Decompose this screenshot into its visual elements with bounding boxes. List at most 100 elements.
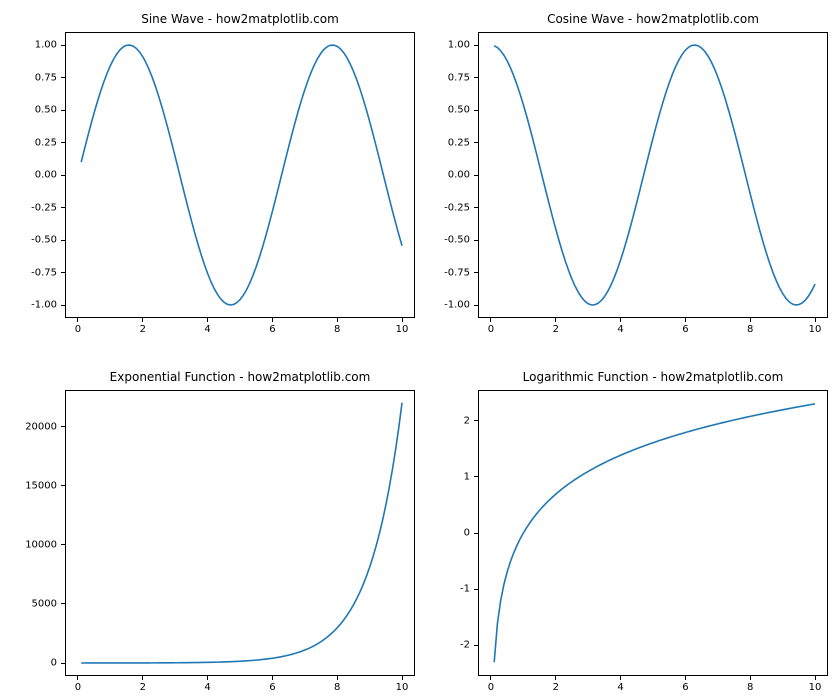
x-tick-label: 8: [747, 324, 753, 335]
x-tick-mark: [142, 318, 143, 322]
x-tick-mark: [207, 318, 208, 322]
x-tick-label: 4: [617, 324, 623, 335]
x-tick-mark: [815, 318, 816, 322]
plot-svg: [65, 390, 415, 676]
y-tick-label: 0.75: [420, 72, 470, 83]
x-tick-mark: [620, 676, 621, 680]
x-tick-label: 8: [747, 682, 753, 693]
x-tick-mark: [272, 318, 273, 322]
x-tick-mark: [490, 676, 491, 680]
y-tick-mark: [61, 544, 65, 545]
y-tick-mark: [61, 305, 65, 306]
y-tick-label: -0.50: [420, 235, 470, 246]
x-tick-label: 6: [682, 682, 688, 693]
subplot-exp: Exponential Function - how2matplotlib.co…: [65, 390, 415, 676]
x-tick-mark: [337, 318, 338, 322]
x-tick-mark: [750, 676, 751, 680]
data-line: [494, 45, 815, 305]
y-tick-label: -0.25: [420, 202, 470, 213]
x-tick-mark: [142, 676, 143, 680]
y-tick-label: 1.00: [7, 40, 57, 51]
y-tick-label: 0.25: [7, 137, 57, 148]
y-tick-mark: [61, 240, 65, 241]
y-tick-label: -0.50: [7, 235, 57, 246]
data-line: [494, 404, 815, 662]
x-tick-label: 0: [488, 324, 494, 335]
y-tick-mark: [61, 603, 65, 604]
y-tick-mark: [474, 240, 478, 241]
y-tick-label: 2: [420, 415, 470, 426]
y-tick-mark: [474, 645, 478, 646]
y-tick-mark: [474, 142, 478, 143]
subplot-sine: Sine Wave - how2matplotlib.com0246810-1.…: [65, 32, 415, 318]
x-tick-mark: [815, 676, 816, 680]
y-tick-label: 20000: [7, 421, 57, 432]
y-tick-label: 0: [420, 528, 470, 539]
y-tick-label: -0.75: [420, 267, 470, 278]
x-tick-label: 10: [809, 682, 822, 693]
x-tick-mark: [685, 318, 686, 322]
x-tick-mark: [402, 318, 403, 322]
subplot-title: Logarithmic Function - how2matplotlib.co…: [478, 370, 828, 384]
x-tick-label: 2: [553, 682, 559, 693]
x-tick-label: 4: [204, 324, 210, 335]
y-tick-label: 1.00: [420, 40, 470, 51]
y-tick-mark: [474, 305, 478, 306]
y-tick-label: -2: [420, 640, 470, 651]
y-tick-mark: [61, 426, 65, 427]
y-tick-mark: [61, 175, 65, 176]
y-tick-mark: [61, 142, 65, 143]
data-line: [81, 45, 402, 305]
x-tick-mark: [77, 676, 78, 680]
x-tick-label: 0: [75, 324, 81, 335]
y-tick-mark: [474, 476, 478, 477]
y-tick-mark: [474, 77, 478, 78]
y-tick-label: -1: [420, 584, 470, 595]
x-tick-label: 8: [334, 682, 340, 693]
y-tick-label: -0.75: [7, 267, 57, 278]
x-tick-mark: [77, 318, 78, 322]
y-tick-mark: [61, 272, 65, 273]
x-tick-mark: [402, 676, 403, 680]
x-tick-label: 6: [269, 324, 275, 335]
y-tick-mark: [61, 77, 65, 78]
subplot-title: Exponential Function - how2matplotlib.co…: [65, 370, 415, 384]
x-tick-label: 8: [334, 324, 340, 335]
y-tick-mark: [474, 175, 478, 176]
x-tick-label: 4: [617, 682, 623, 693]
y-tick-label: 5000: [7, 598, 57, 609]
y-tick-label: 1: [420, 471, 470, 482]
y-tick-label: 0.00: [7, 170, 57, 181]
x-tick-label: 2: [553, 324, 559, 335]
y-tick-mark: [474, 45, 478, 46]
x-tick-mark: [555, 676, 556, 680]
x-tick-mark: [272, 676, 273, 680]
y-tick-label: -0.25: [7, 202, 57, 213]
y-tick-label: 10000: [7, 539, 57, 550]
y-tick-label: 0.50: [420, 105, 470, 116]
y-tick-label: 0.50: [7, 105, 57, 116]
x-tick-mark: [490, 318, 491, 322]
y-tick-mark: [61, 663, 65, 664]
y-tick-label: -1.00: [7, 300, 57, 311]
y-tick-mark: [474, 110, 478, 111]
x-tick-label: 10: [396, 682, 409, 693]
x-tick-mark: [620, 318, 621, 322]
figure: Sine Wave - how2matplotlib.com0246810-1.…: [0, 0, 840, 700]
y-tick-mark: [61, 45, 65, 46]
subplot-log: Logarithmic Function - how2matplotlib.co…: [478, 390, 828, 676]
x-tick-label: 2: [140, 324, 146, 335]
x-tick-label: 4: [204, 682, 210, 693]
subplot-cosine: Cosine Wave - how2matplotlib.com0246810-…: [478, 32, 828, 318]
plot-svg: [478, 390, 828, 676]
y-tick-mark: [61, 485, 65, 486]
x-tick-mark: [555, 318, 556, 322]
plot-svg: [478, 32, 828, 318]
y-tick-label: -1.00: [420, 300, 470, 311]
x-tick-label: 0: [75, 682, 81, 693]
x-tick-mark: [337, 676, 338, 680]
y-tick-label: 0.25: [420, 137, 470, 148]
subplot-title: Cosine Wave - how2matplotlib.com: [478, 12, 828, 26]
x-tick-mark: [750, 318, 751, 322]
y-tick-mark: [61, 110, 65, 111]
